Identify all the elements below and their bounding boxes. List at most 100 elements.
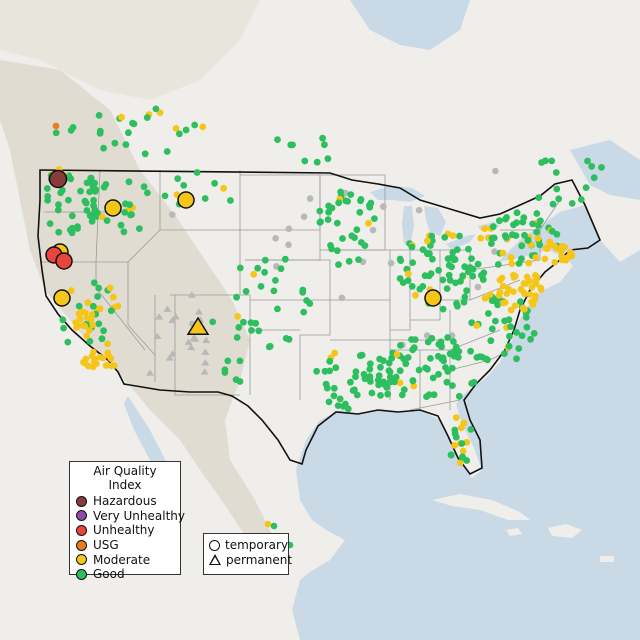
monitor-temporary-good [450, 352, 458, 360]
triangle-icon [209, 554, 221, 566]
monitor-temporary-good [408, 243, 416, 251]
monitor-temporary-unknown [474, 283, 482, 291]
monitor-temporary-good [236, 357, 244, 365]
western-mountains [0, 60, 275, 560]
monitor-temporary-moderate [365, 219, 372, 227]
monitor-temporary-good [332, 364, 340, 372]
monitor-temporary-good [352, 368, 360, 375]
monitor-temporary-moderate [68, 287, 75, 294]
monitor-temporary-good [366, 365, 374, 373]
monitor-temporary-good [524, 237, 532, 244]
monitor-temporary-good [502, 234, 510, 241]
monitor-temporary-moderate [486, 291, 494, 298]
monitor-permanent-unknown [184, 338, 193, 345]
monitor-temporary-moderate [96, 305, 104, 313]
monitor-temporary-good [459, 272, 467, 280]
monitor-temporary-good [161, 192, 169, 200]
monitor-temporary-good [59, 316, 67, 324]
monitor-temporary-good [513, 355, 520, 363]
monitor-temporary-good [490, 234, 498, 242]
monitor-temporary-moderate [511, 302, 519, 310]
legend-row-usg: USG [76, 538, 174, 553]
monitor-temporary-good [60, 324, 67, 332]
monitor-temporary-good [242, 288, 250, 295]
monitor-temporary-good [316, 207, 324, 215]
monitor-temporary-moderate [456, 459, 464, 467]
monitor-temporary-good [487, 337, 495, 345]
monitor-temporary-good [221, 369, 229, 376]
monitor-temporary-good [356, 208, 364, 216]
monitor-temporary-moderate [542, 244, 550, 252]
monitor-temporary-good [424, 250, 431, 258]
monitor-temporary-good [324, 216, 332, 224]
monitor-temporary-good [518, 242, 526, 250]
us-border [37, 169, 601, 476]
monitor-temporary-good [386, 373, 394, 381]
monitor-temporary-good [122, 141, 130, 149]
monitor-temporary-good [536, 241, 544, 249]
monitor-temporary-good [235, 324, 243, 331]
monitor-temporary-good [473, 354, 481, 361]
monitor-temporary-moderate [83, 332, 90, 340]
usg-swatch [76, 539, 87, 551]
monitor-temporary-moderate [499, 249, 507, 257]
monitor-temporary-good [111, 139, 119, 147]
monitor-temporary-moderate [507, 254, 515, 261]
monitor-temporary-good [427, 355, 434, 362]
legend-label-unhealthy: Unhealthy [93, 523, 155, 538]
monitor-temporary-good [277, 265, 285, 273]
monitor-temporary-good [439, 305, 447, 313]
moderate-swatch [76, 554, 87, 566]
monitor-temporary-good [445, 271, 453, 279]
monitor-temporary-good [89, 183, 97, 191]
monitor-temporary-good [182, 126, 190, 134]
monitor-temporary-moderate [109, 293, 117, 301]
monitor-temporary-good [453, 246, 461, 254]
monitor-temporary-good [415, 366, 423, 374]
monitor-temporary-good [227, 197, 234, 204]
monitor-temporary-good [505, 316, 513, 324]
monitor-moderate-large [177, 191, 195, 209]
monitor-temporary-moderate [83, 314, 91, 322]
monitor-temporary-moderate [459, 447, 467, 455]
monitor-temporary-good [75, 302, 83, 310]
monitor-temporary-good [345, 257, 353, 265]
monitor-temporary-good [82, 199, 90, 207]
monitor-temporary-good [506, 332, 513, 340]
monitor-temporary-good [507, 323, 514, 330]
monitor-temporary-moderate [81, 309, 89, 317]
monitor-temporary-moderate [404, 270, 412, 278]
monitor-temporary-unknown [338, 294, 346, 302]
monitor-temporary-good [121, 209, 129, 216]
monitor-temporary-good [330, 384, 338, 392]
monitor-temporary-moderate [98, 213, 106, 221]
monitor-temporary-good [334, 402, 342, 409]
monitor-temporary-good [443, 378, 451, 386]
monitor-temporary-good [86, 188, 93, 196]
monitor-temporary-good [248, 327, 255, 334]
monitor-temporary-good [535, 194, 543, 202]
monitor-temporary-moderate [498, 274, 506, 282]
monitor-temporary-good [502, 215, 509, 223]
monitor-temporary-good [328, 204, 336, 212]
monitor-temporary-good [434, 352, 442, 360]
monitor-temporary-good [590, 174, 598, 182]
aqi-legend-title: Air Quality Index [93, 464, 157, 492]
monitor-temporary-good [233, 293, 241, 301]
monitor-temporary-moderate [517, 285, 525, 293]
monitor-temporary-moderate [473, 322, 481, 329]
monitor-temporary-good [330, 392, 338, 400]
monitor-temporary-moderate [553, 245, 560, 252]
monitor-temporary-good [530, 330, 538, 337]
monitor-temporary-good [90, 196, 97, 204]
monitor-unhealthy-large [55, 252, 73, 270]
monitor-temporary-moderate [85, 362, 92, 370]
monitor-temporary-moderate [73, 324, 80, 331]
monitor-permanent-unknown [155, 313, 164, 320]
monitor-temporary-good [552, 169, 560, 176]
monitor-temporary-good [333, 219, 341, 227]
monitor-permanent-unknown [200, 368, 209, 375]
monitor-temporary-good [451, 256, 459, 263]
monitor-temporary-good [77, 187, 84, 195]
monitor-temporary-moderate [99, 354, 107, 362]
